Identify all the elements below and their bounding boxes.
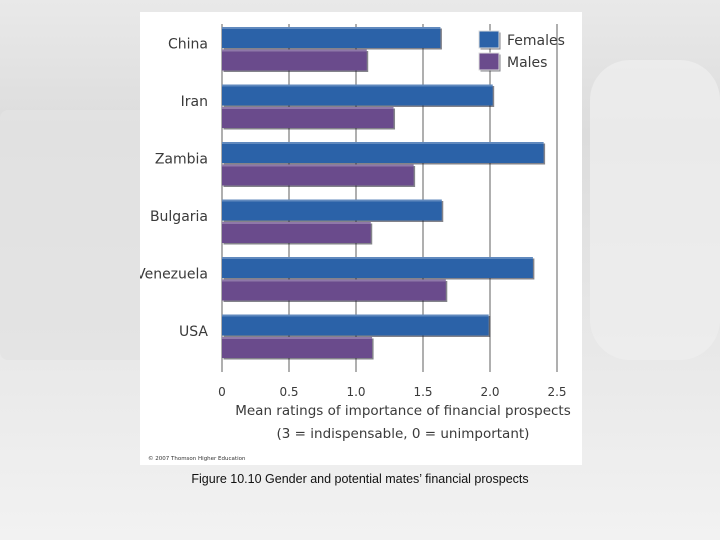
category-label: Bulgaria (150, 209, 208, 225)
bar-highlight (222, 279, 446, 282)
bar-females-bulgaria (222, 199, 442, 221)
bar-males-china (222, 49, 367, 71)
bar-highlight (222, 337, 373, 339)
bar-highlight (222, 199, 442, 202)
x-tick-label: 0 (218, 385, 226, 399)
bar-males-usa (222, 337, 373, 358)
x-tick-label: 1.0 (346, 385, 365, 399)
x-axis-title-line1: Mean ratings of importance of financial … (235, 403, 571, 419)
category-label: Venezuela (140, 267, 208, 283)
figure-caption: Figure 10.10 Gender and potential mates’… (191, 472, 529, 486)
bar-highlight (222, 142, 544, 144)
bar-highlight (222, 107, 394, 109)
bar-chart: China Iran Zambia Bulgaria Venezuela USA 0 0.5… (140, 24, 571, 442)
legend-swatch-males (478, 52, 500, 71)
x-tick-label: 1.5 (413, 385, 432, 399)
legend-label-males: Males (507, 55, 547, 71)
x-tick-label: 0.5 (279, 385, 298, 399)
legend-swatch-females (478, 30, 500, 49)
bar-females-zambia (222, 142, 544, 163)
bar-males-zambia (222, 164, 414, 186)
legend-label-females: Females (507, 33, 565, 49)
copyright-notice: © 2007 Thomson Higher Education (148, 456, 246, 462)
category-label: Iran (181, 94, 208, 110)
x-tick-label: 2.5 (547, 385, 566, 399)
legend: Females Males (478, 30, 565, 72)
bar-highlight (222, 257, 533, 259)
bar-highlight (222, 164, 414, 167)
bar-females-venezuela (222, 257, 533, 278)
chart-figure: China Iran Zambia Bulgaria Venezuela USA 0 0.5… (140, 12, 582, 465)
bar-males-bulgaria (222, 222, 371, 243)
background-shape (590, 60, 720, 360)
category-label: China (168, 37, 208, 53)
bar-highlight (222, 49, 367, 52)
bar-females-iran (222, 84, 493, 106)
x-axis-title-line2: (3 = indispensable, 0 = unimportant) (277, 426, 530, 442)
x-tick-label: 2.0 (480, 385, 499, 399)
bar-highlight (222, 84, 493, 87)
bar-highlight (222, 314, 489, 317)
bar-males-iran (222, 107, 394, 128)
bar-females-china (222, 27, 441, 48)
bar-highlight (222, 27, 441, 29)
bar-males-venezuela (222, 279, 446, 301)
bar-highlight (222, 222, 371, 224)
category-label: USA (179, 324, 208, 340)
bar-females-usa (222, 314, 489, 336)
category-label: Zambia (155, 152, 208, 168)
